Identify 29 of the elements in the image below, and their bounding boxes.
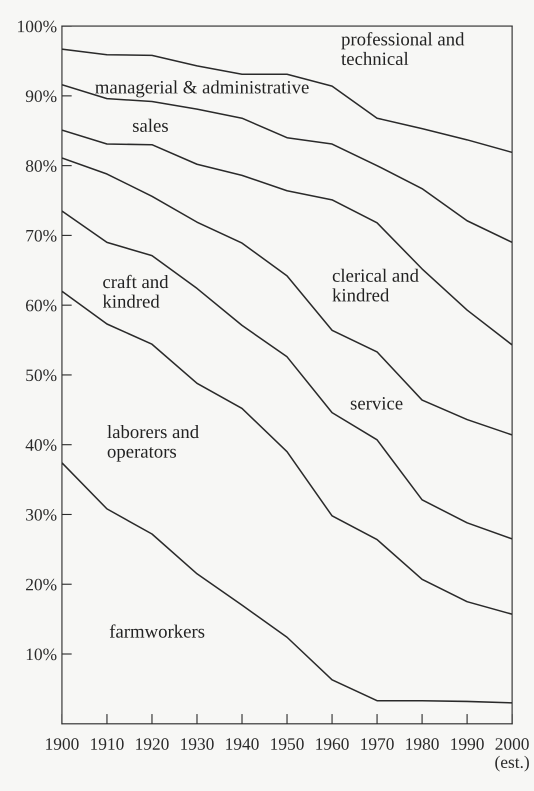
annotation: farmworkers: [110, 624, 204, 638]
x-tick-label: 1920: [136, 738, 169, 750]
y-tick-label: 80%: [26, 160, 56, 172]
y-tick-label: 30%: [26, 508, 56, 521]
y-tick-label: 70%: [26, 230, 56, 242]
y-tick-label: 100%: [18, 20, 56, 32]
x-tick-label: 1990: [451, 738, 484, 750]
x-tick-label: 1930: [181, 738, 214, 750]
x-tick-label: 1940: [226, 738, 259, 750]
x-tick-label: 1950: [271, 738, 304, 750]
y-tick-label: 60%: [26, 300, 56, 312]
y-tick-label: 20%: [26, 578, 56, 590]
y-tick-label: 40%: [26, 439, 56, 451]
x-tick-label: 1910: [91, 738, 124, 750]
x-tick-label: 1900: [46, 738, 79, 750]
x-tick-label: 2000 (est.): [495, 738, 529, 772]
x-tick-label: 1980: [406, 738, 439, 750]
x-tick-label: 1960: [316, 738, 349, 750]
y-tick-label: 90%: [26, 90, 56, 102]
annotation: craft and kindred: [102, 274, 168, 308]
annotation: professional and technical: [341, 32, 464, 66]
annotation: clerical and kindred: [332, 268, 419, 302]
y-tick-label: 10%: [26, 648, 56, 660]
annotation: laborers and operators: [107, 425, 199, 462]
x-tick-label: 1970: [361, 738, 394, 750]
annotation: service: [350, 397, 402, 410]
annotation: sales: [132, 118, 168, 132]
y-tick-label: 50%: [26, 369, 56, 382]
annotation: managerial & administrative: [95, 80, 309, 98]
